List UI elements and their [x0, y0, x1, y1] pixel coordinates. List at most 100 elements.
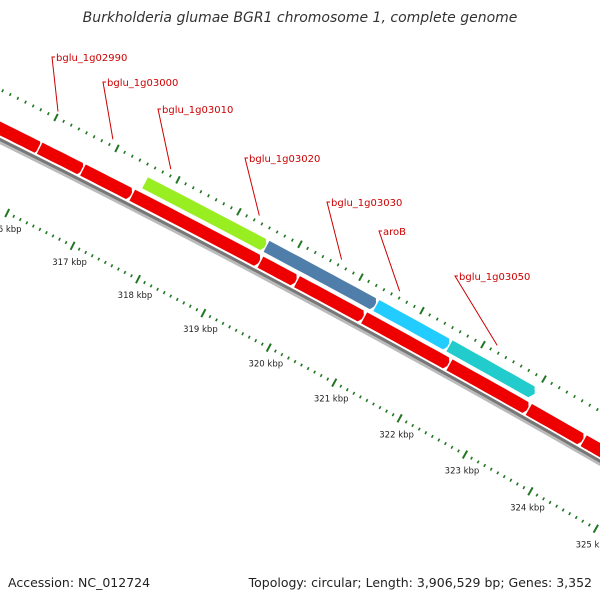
scale-tick: [372, 402, 375, 406]
scale-tick: [404, 420, 408, 424]
outer-tick: [565, 390, 569, 394]
scale-tick: [123, 270, 127, 275]
scale-tick: [424, 431, 428, 435]
outer-tick: [85, 131, 88, 135]
outer-tick: [390, 292, 393, 296]
scale-label: 321 kbp: [314, 395, 349, 405]
scale-tick: [483, 463, 487, 468]
scale-tick: [12, 214, 16, 218]
scale-tick: [234, 328, 238, 332]
scale-labels: 316 kbp 317 kbp 318 kbp 319 kbp 320 kbp 321 k…: [0, 225, 600, 551]
outer-tick: [168, 174, 172, 178]
reverse-strand-genes: [0, 119, 600, 460]
outer-tick: [236, 207, 242, 216]
outer-tick: [412, 304, 416, 309]
scale-label: 325 kbp: [576, 541, 600, 551]
scale-label: 317 kbp: [52, 258, 87, 268]
scale-tick: [130, 274, 133, 278]
scale-tick: [175, 297, 179, 302]
scale-tick: [568, 512, 572, 516]
callout-line: [326, 201, 343, 260]
outer-tick: [175, 175, 181, 184]
outer-tick: [222, 202, 226, 206]
scale-tick: [221, 321, 225, 326]
scale-tick: [581, 519, 585, 523]
scale-tick: [169, 294, 173, 298]
outer-tick: [260, 222, 264, 226]
scale-tick: [4, 208, 11, 218]
scale-label: 322 kbp: [379, 430, 414, 440]
accession-text: Accession: NC_012724: [8, 575, 150, 590]
scale-tick: [265, 343, 272, 353]
scale-tick: [396, 413, 403, 423]
scale-tick: [300, 363, 303, 367]
scale-tick: [18, 217, 22, 222]
callout-line: [378, 230, 401, 292]
outer-tick: [275, 230, 279, 234]
scale-tick: [215, 318, 218, 322]
scale-tick: [51, 234, 55, 238]
scale-tick: [378, 405, 382, 410]
scale-tick: [326, 377, 330, 381]
outer-tick: [344, 267, 348, 271]
scale-tick: [188, 304, 192, 308]
outer-tick: [382, 288, 386, 292]
scale-tick: [143, 280, 146, 285]
scale-tick: [358, 395, 362, 399]
outer-tick: [504, 355, 508, 360]
gene-label[interactable]: bglu_1g03030: [331, 198, 402, 209]
scale-tick: [149, 284, 153, 288]
outer-tick: [16, 96, 20, 101]
gene-label[interactable]: bglu_1g03050: [459, 272, 530, 283]
forward-strand-genes: [140, 175, 537, 400]
scale-tick: [84, 250, 88, 255]
outer-tick: [191, 186, 195, 190]
scale-tick: [103, 260, 107, 265]
gene-label[interactable]: bglu_1g03020: [249, 154, 320, 165]
outer-tick: [367, 279, 371, 284]
outer-tick: [512, 360, 515, 364]
scale-tick-track: [4, 208, 599, 534]
forward-gene-block[interactable]: [444, 338, 537, 400]
reverse-gene-block[interactable]: [578, 433, 600, 460]
scale-tick: [430, 434, 434, 439]
outer-tick: [443, 321, 447, 325]
scale-tick: [592, 524, 599, 534]
map-title: Burkholderia glumae BGR1 chromosome 1, c…: [83, 10, 518, 26]
outer-tick: [8, 92, 12, 97]
callout-line: [244, 157, 260, 216]
scale-tick: [522, 485, 526, 490]
outer-tick: [268, 226, 271, 230]
gene-label[interactable]: aroB: [383, 227, 406, 238]
outer-tick: [161, 170, 165, 174]
outer-tick: [245, 214, 249, 218]
scale-label: 316 kbp: [0, 225, 22, 235]
outer-tick: [519, 364, 523, 368]
gene-label[interactable]: bglu_1g02990: [56, 53, 127, 64]
scale-tick: [365, 398, 369, 403]
scale-tick: [38, 227, 42, 232]
outer-tick: [1, 89, 5, 93]
outer-tick: [557, 386, 561, 390]
scale-tick: [461, 450, 469, 459]
outer-tick: [153, 166, 157, 170]
outer-tick: [527, 368, 531, 373]
scale-tick: [352, 391, 356, 395]
outer-tick: [283, 234, 287, 238]
outer-tick: [321, 254, 325, 259]
outer-tick: [92, 135, 96, 139]
outer-tick: [184, 182, 188, 186]
outer-tick: [199, 190, 203, 194]
scale-tick: [313, 370, 317, 374]
gene-label[interactable]: bglu_1g03010: [162, 105, 233, 116]
scale-tick: [450, 445, 454, 449]
scale-tick: [437, 438, 441, 442]
scale-tick: [345, 388, 349, 392]
scale-tick: [476, 460, 480, 464]
outer-tick-track: [1, 89, 599, 412]
gene-label[interactable]: bglu_1g03000: [107, 78, 178, 89]
gene-callouts: bglu_1g02990 bglu_1g03000 bglu_1g03010bglu…: [51, 53, 530, 346]
scale-tick: [280, 352, 284, 357]
outer-tick: [573, 394, 576, 399]
